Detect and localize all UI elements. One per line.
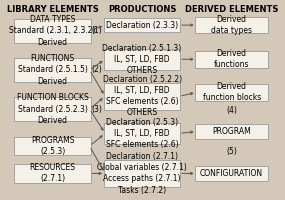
Text: Declaration (2.7.1)
Global variables (2.7.1)
Access paths (2.7.1)
Tasks (2.7.2): Declaration (2.7.1) Global variables (2.… <box>97 152 187 195</box>
FancyBboxPatch shape <box>195 17 268 33</box>
FancyBboxPatch shape <box>104 18 180 32</box>
Text: PROGRAM: PROGRAM <box>212 127 251 136</box>
Text: (2): (2) <box>91 65 102 74</box>
Text: PROGRAMS
(2.5.3): PROGRAMS (2.5.3) <box>31 136 74 156</box>
Text: CONFIGURATION: CONFIGURATION <box>200 169 263 178</box>
Text: DERIVED ELEMENTS: DERIVED ELEMENTS <box>185 5 278 14</box>
FancyBboxPatch shape <box>14 137 91 155</box>
Text: DATA TYPES
Standard (2.3.1, 2.3.2)
Derived: DATA TYPES Standard (2.3.1, 2.3.2) Deriv… <box>9 15 96 47</box>
FancyBboxPatch shape <box>195 124 268 139</box>
Text: (1): (1) <box>91 26 102 35</box>
FancyBboxPatch shape <box>104 123 180 144</box>
FancyBboxPatch shape <box>14 97 91 121</box>
Text: Derived
data types: Derived data types <box>211 15 252 35</box>
FancyBboxPatch shape <box>14 58 91 82</box>
Text: Declaration (2.3.3): Declaration (2.3.3) <box>106 21 178 30</box>
Text: Derived
function blocks: Derived function blocks <box>203 82 261 102</box>
FancyBboxPatch shape <box>195 84 268 101</box>
Text: (5): (5) <box>226 147 237 156</box>
Text: LIBRARY ELEMENTS: LIBRARY ELEMENTS <box>7 5 98 14</box>
Text: Derived
functions: Derived functions <box>214 49 249 69</box>
FancyBboxPatch shape <box>195 51 268 68</box>
Text: Declaration (2.5.2.2)
IL, ST, LD, FBD
SFC elements (2.6)
OTHERS: Declaration (2.5.2.2) IL, ST, LD, FBD SF… <box>103 75 182 117</box>
FancyBboxPatch shape <box>195 166 268 181</box>
Text: (3): (3) <box>91 105 102 114</box>
Text: FUNCTION BLOCKS
Standard (2.5.2.3)
Derived: FUNCTION BLOCKS Standard (2.5.2.3) Deriv… <box>17 93 88 125</box>
FancyBboxPatch shape <box>104 49 180 70</box>
FancyBboxPatch shape <box>104 160 180 187</box>
Text: RESOURCES
(2.7.1): RESOURCES (2.7.1) <box>30 163 76 183</box>
Text: Declaration (2.5.3)
IL, ST, LD, FBD
SFC elements (2.6): Declaration (2.5.3) IL, ST, LD, FBD SFC … <box>106 118 178 149</box>
FancyBboxPatch shape <box>14 164 91 183</box>
Text: (4): (4) <box>226 106 237 115</box>
Text: FUNCTIONS
Standard (2.5.1.5)
Derived: FUNCTIONS Standard (2.5.1.5) Derived <box>18 54 87 86</box>
Text: Declaration (2.5.1.3)
IL, ST, LD, FBD
OTHERS: Declaration (2.5.1.3) IL, ST, LD, FBD OT… <box>103 44 182 75</box>
FancyBboxPatch shape <box>104 83 180 110</box>
Text: PRODUCTIONS: PRODUCTIONS <box>108 5 176 14</box>
FancyBboxPatch shape <box>14 19 91 43</box>
